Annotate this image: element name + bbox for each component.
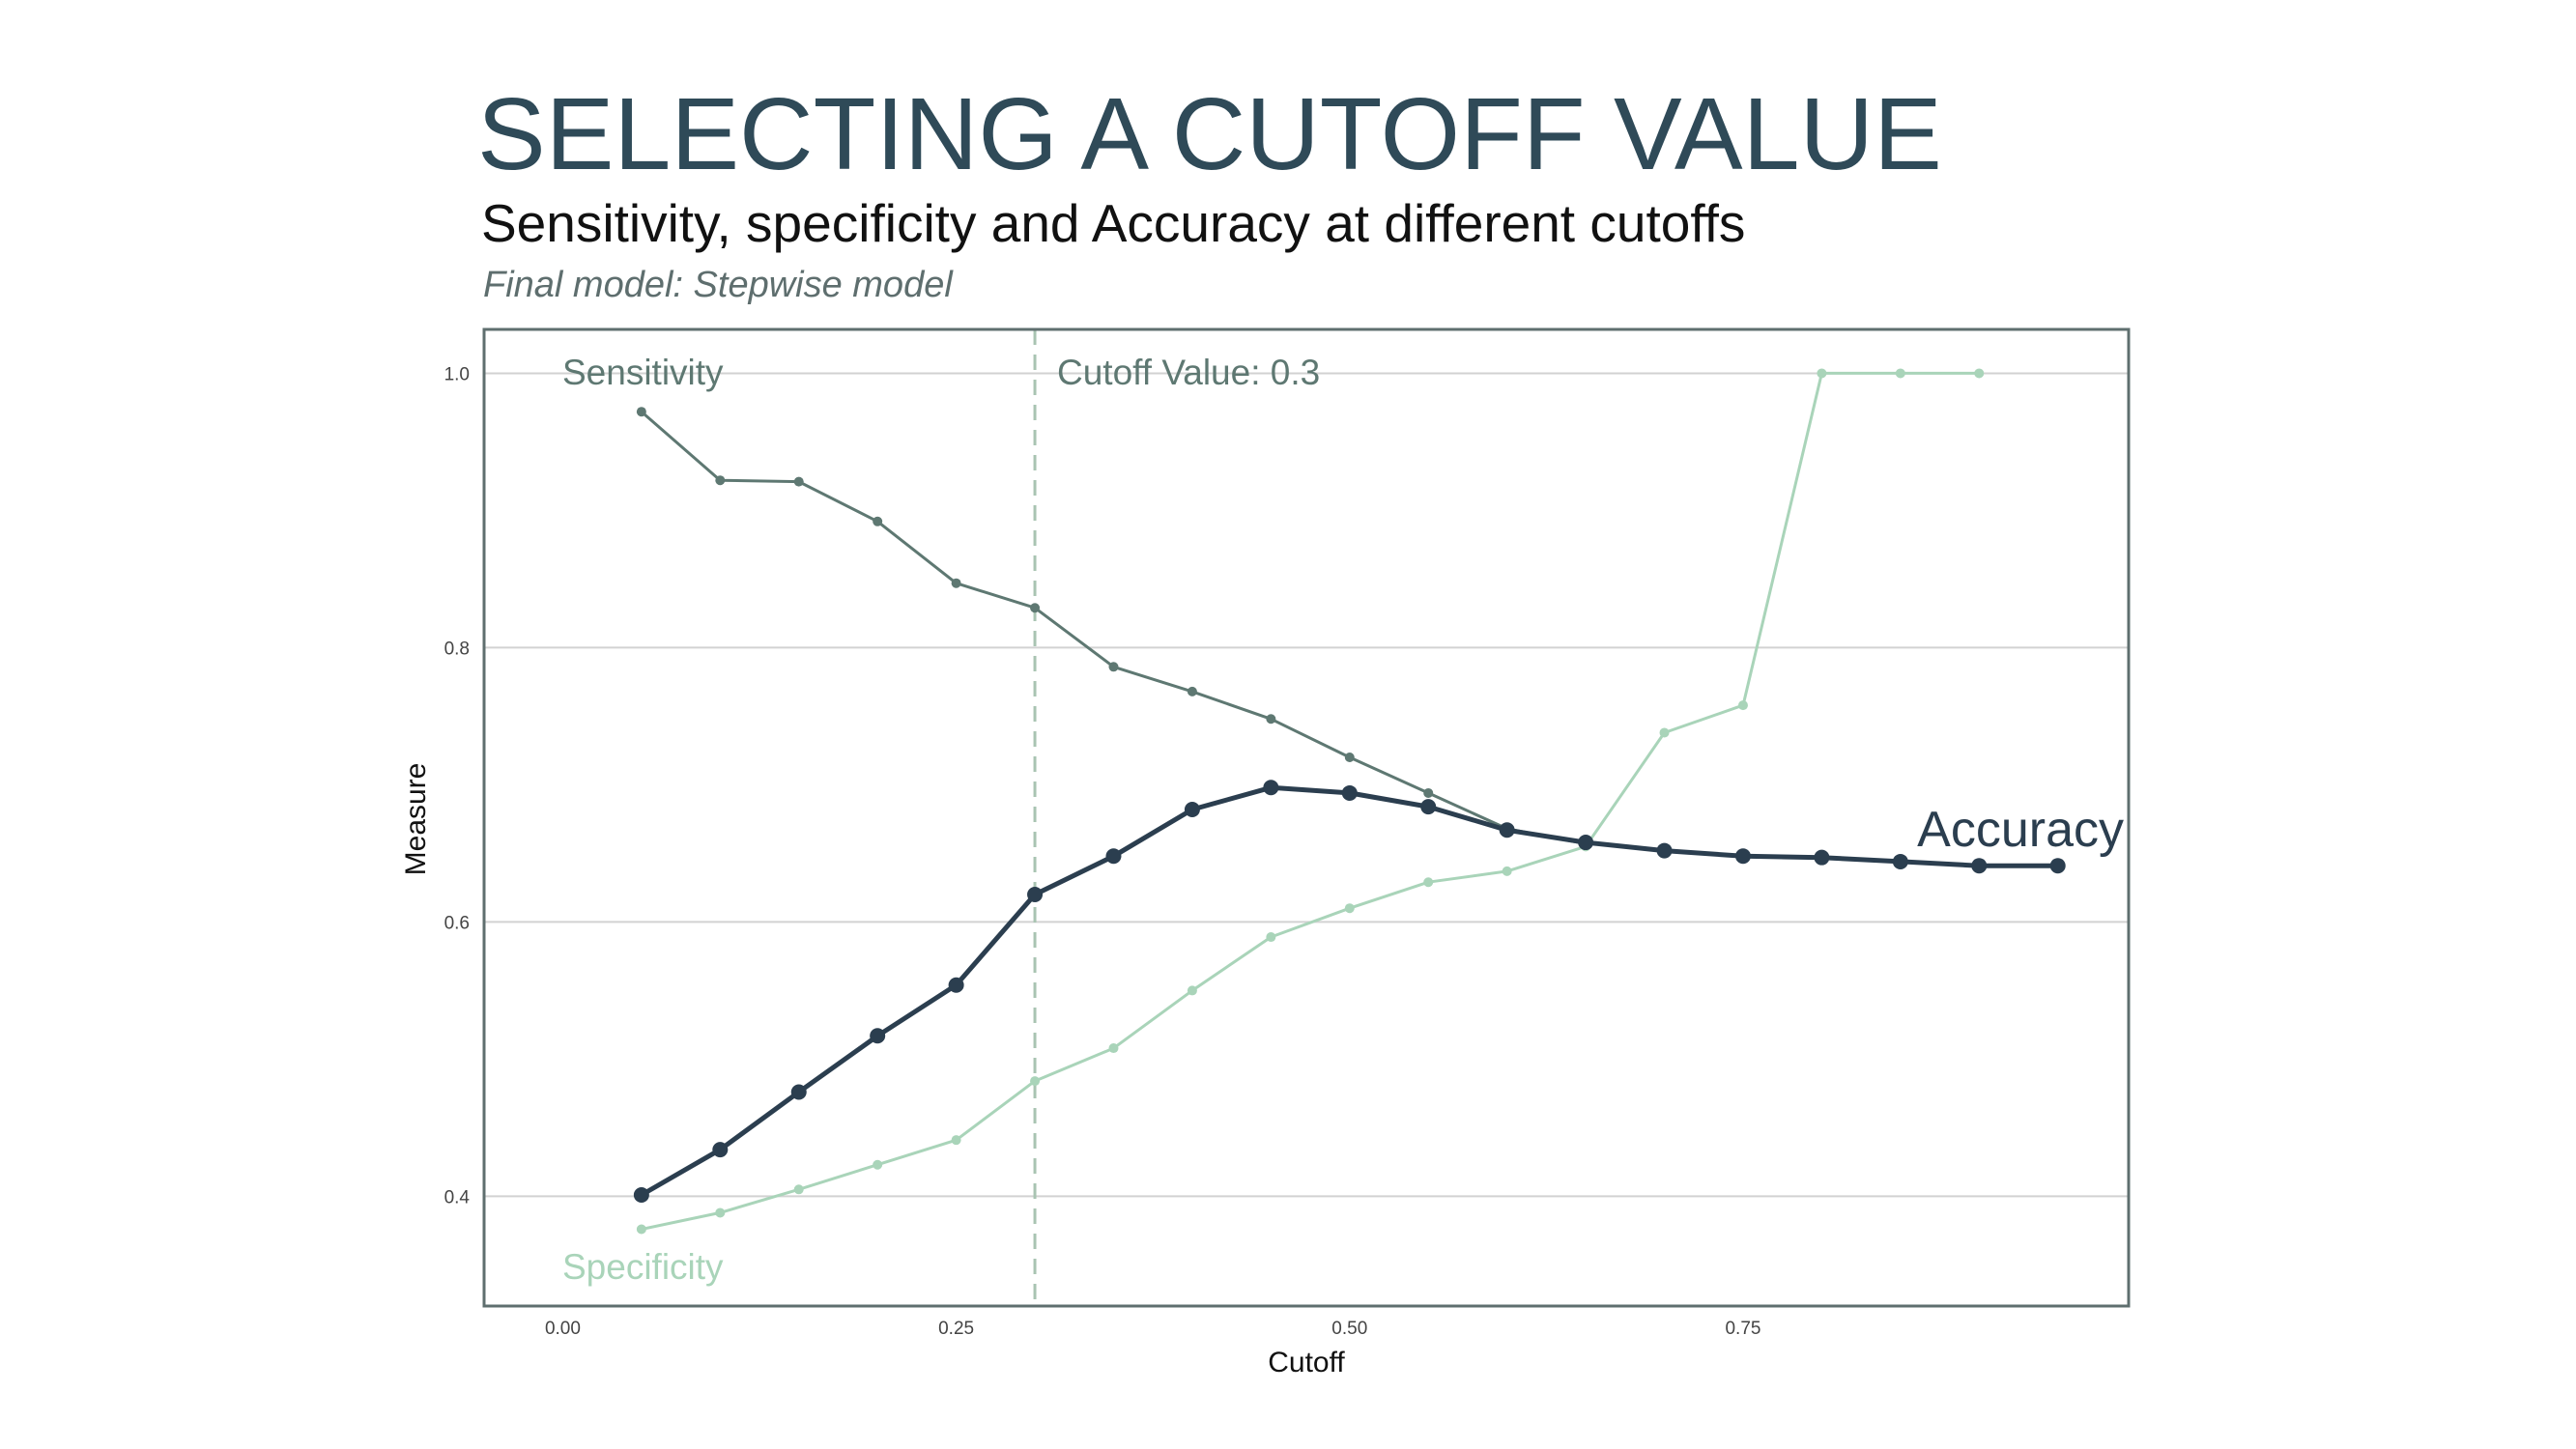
series-label-sensitivity: Sensitivity	[562, 353, 724, 392]
data-point	[2049, 858, 2066, 874]
y-tick-label: 0.8	[444, 639, 470, 659]
series-accuracy	[633, 780, 2066, 1203]
data-point	[1499, 822, 1515, 838]
data-point	[715, 1208, 726, 1218]
series-line	[640, 784, 2058, 1198]
series-sensitivity	[636, 407, 1591, 849]
series-label-specificity: Specificity	[562, 1247, 724, 1287]
data-point	[1971, 858, 1988, 874]
grid-lines	[484, 372, 2129, 1198]
chart-title: Sensitivity, specificity and Accuracy at…	[481, 193, 1746, 253]
data-point	[715, 475, 726, 486]
data-point	[1659, 727, 1670, 738]
data-point	[1895, 368, 1905, 379]
data-point	[712, 1142, 729, 1158]
data-point	[1423, 877, 1434, 888]
data-point	[1974, 368, 1985, 379]
data-point	[1027, 887, 1044, 903]
data-point	[1187, 686, 1197, 696]
data-point	[633, 1186, 649, 1203]
data-point	[1814, 849, 1830, 866]
series-label-accuracy: Accuracy	[1917, 802, 2124, 858]
x-tick-label: 0.50	[1331, 1319, 1367, 1339]
data-point	[1030, 1076, 1041, 1087]
data-point	[1108, 662, 1119, 672]
data-point	[1423, 787, 1434, 798]
data-point	[948, 977, 964, 993]
data-point	[1656, 842, 1673, 859]
data-point	[1184, 801, 1200, 817]
data-point	[1105, 848, 1122, 865]
y-axis-label: Measure	[400, 763, 432, 876]
data-point	[1187, 985, 1197, 996]
data-point	[1578, 835, 1594, 851]
data-point	[873, 1159, 883, 1170]
x-axis-ticks: 0.00 0.25 0.50 0.75	[545, 1319, 1761, 1339]
data-point	[1344, 903, 1355, 914]
data-point	[636, 1224, 646, 1235]
cutoff-label: Cutoff Value: 0.3	[1057, 353, 1320, 392]
data-point	[1266, 714, 1276, 724]
data-point	[1344, 753, 1355, 763]
data-point	[1108, 1043, 1119, 1054]
data-point	[1420, 799, 1437, 815]
chart-subtitle: Final model: Stepwise model	[483, 265, 953, 305]
data-point	[1817, 368, 1827, 379]
series-lines	[633, 368, 2066, 1235]
series-line	[641, 371, 1980, 1231]
y-tick-label: 1.0	[444, 364, 470, 384]
data-point	[1737, 700, 1748, 711]
data-point	[1263, 780, 1279, 796]
data-point	[1266, 932, 1276, 943]
data-point	[793, 1184, 804, 1195]
y-tick-label: 0.4	[444, 1187, 471, 1208]
y-tick-label: 0.6	[444, 913, 470, 933]
data-point	[1734, 848, 1751, 865]
data-point	[1502, 866, 1512, 876]
series-specificity	[636, 368, 1985, 1235]
data-point	[793, 476, 804, 487]
series-line	[640, 411, 1587, 845]
data-point	[870, 1028, 886, 1044]
x-tick-label: 0.25	[938, 1319, 974, 1339]
x-tick-label: 0.75	[1725, 1319, 1760, 1339]
data-point	[636, 407, 646, 417]
data-point	[873, 516, 883, 526]
x-axis-label: Cutoff	[1268, 1347, 1345, 1378]
data-point	[951, 578, 961, 588]
data-point	[951, 1135, 961, 1146]
data-point	[1892, 853, 1908, 869]
data-point	[1341, 784, 1358, 801]
y-axis-ticks: 0.4 0.6 0.8 1.0	[444, 364, 471, 1208]
data-point	[790, 1084, 807, 1100]
data-point	[1030, 603, 1041, 613]
x-tick-label: 0.00	[545, 1319, 581, 1339]
series-labels: Sensitivity Specificity Accuracy Cutoff Val…	[562, 353, 2124, 1287]
slide-title: SELECTING A CUTOFF VALUE	[477, 77, 1942, 191]
plot-frame	[482, 327, 2131, 1308]
